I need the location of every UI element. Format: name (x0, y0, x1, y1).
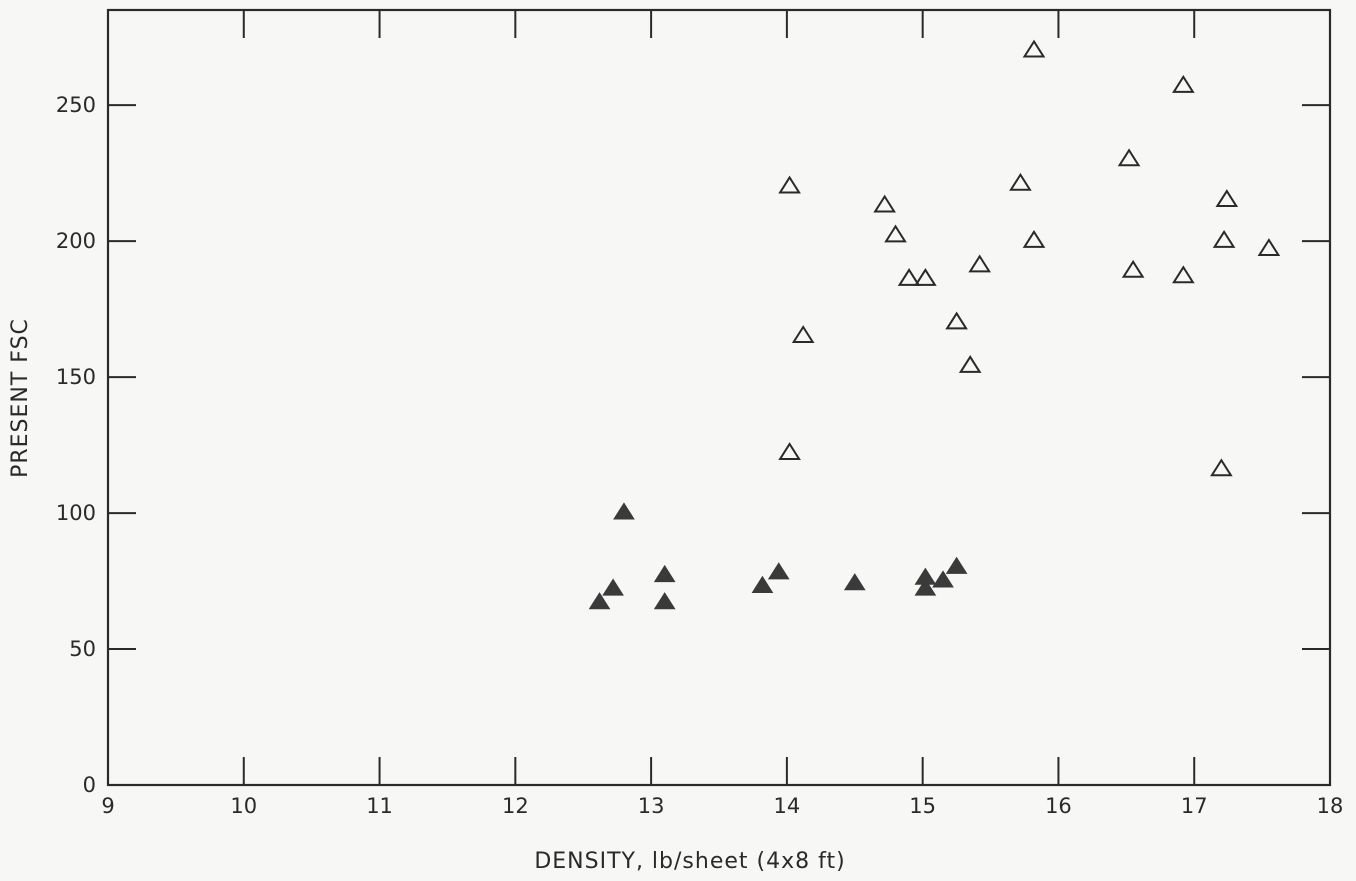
axis-tick-labels: 9 10 11 12 13 14 15 16 17 18 0 50 100 150 200 250 (56, 93, 1343, 818)
x-tick-label: 12 (502, 794, 529, 818)
y-tick-label: 50 (69, 637, 96, 661)
open-triangle-point (1022, 39, 1046, 58)
y-tick-label: 150 (56, 365, 96, 389)
filled-triangle-point (945, 556, 968, 574)
plot-frame (106, 8, 1332, 787)
filled-triangle-point (914, 578, 937, 596)
open-triangle-point (1022, 229, 1046, 248)
x-axis-label: DENSITY, lb/sheet (4x8 ft) (534, 849, 845, 874)
open-triangle-point (1009, 172, 1032, 191)
x-tick-label: 15 (909, 794, 936, 818)
data-markers (588, 39, 1281, 610)
open-triangle-point (897, 268, 921, 286)
filled-triangle-point (588, 592, 611, 610)
open-triangle-point (945, 311, 968, 330)
open-triangle-point (778, 175, 801, 194)
y-tick-label: 100 (56, 501, 96, 525)
filled-triangle-point (653, 564, 676, 583)
open-triangle-point (791, 325, 815, 344)
open-triangle-point (1210, 458, 1233, 477)
open-triangle-point (914, 268, 937, 286)
open-triangle-point (1172, 265, 1195, 284)
filled-triangle-point (767, 562, 790, 580)
open-triangle-point (1215, 189, 1239, 208)
x-tick-label: 9 (101, 794, 114, 818)
filled-triangle-point (613, 502, 635, 520)
filled-triangle-point (751, 575, 774, 593)
filled-triangle-point (602, 578, 624, 596)
open-triangle-point (1257, 238, 1281, 256)
open-triangle-point (1117, 148, 1141, 167)
open-triangle-point (958, 355, 982, 373)
open-triangle-point (873, 194, 896, 213)
x-tick-label: 17 (1181, 794, 1208, 818)
open-triangle-point (1121, 259, 1145, 278)
y-axis-label: PRESENT FSC (8, 318, 33, 478)
x-tick-label: 18 (1317, 794, 1344, 818)
y-tick-label: 0 (83, 773, 96, 797)
x-tick-label: 16 (1045, 794, 1072, 818)
filled-triangle-point (932, 570, 954, 588)
y-tick-label: 250 (56, 93, 96, 117)
axis-ticks (108, 10, 1330, 785)
filled-triangle-point (653, 592, 676, 610)
y-tick-label: 200 (56, 229, 96, 253)
x-tick-label: 13 (638, 794, 665, 818)
open-triangle-point (968, 254, 992, 273)
open-triangle-point (884, 224, 907, 243)
x-tick-label: 10 (230, 794, 257, 818)
open-triangle-point (1172, 74, 1195, 93)
open-triangle-point (778, 442, 801, 460)
open-triangle-point (1212, 229, 1236, 248)
x-tick-label: 11 (366, 794, 393, 818)
x-tick-label: 14 (774, 794, 801, 818)
filled-triangle-point (843, 573, 866, 591)
